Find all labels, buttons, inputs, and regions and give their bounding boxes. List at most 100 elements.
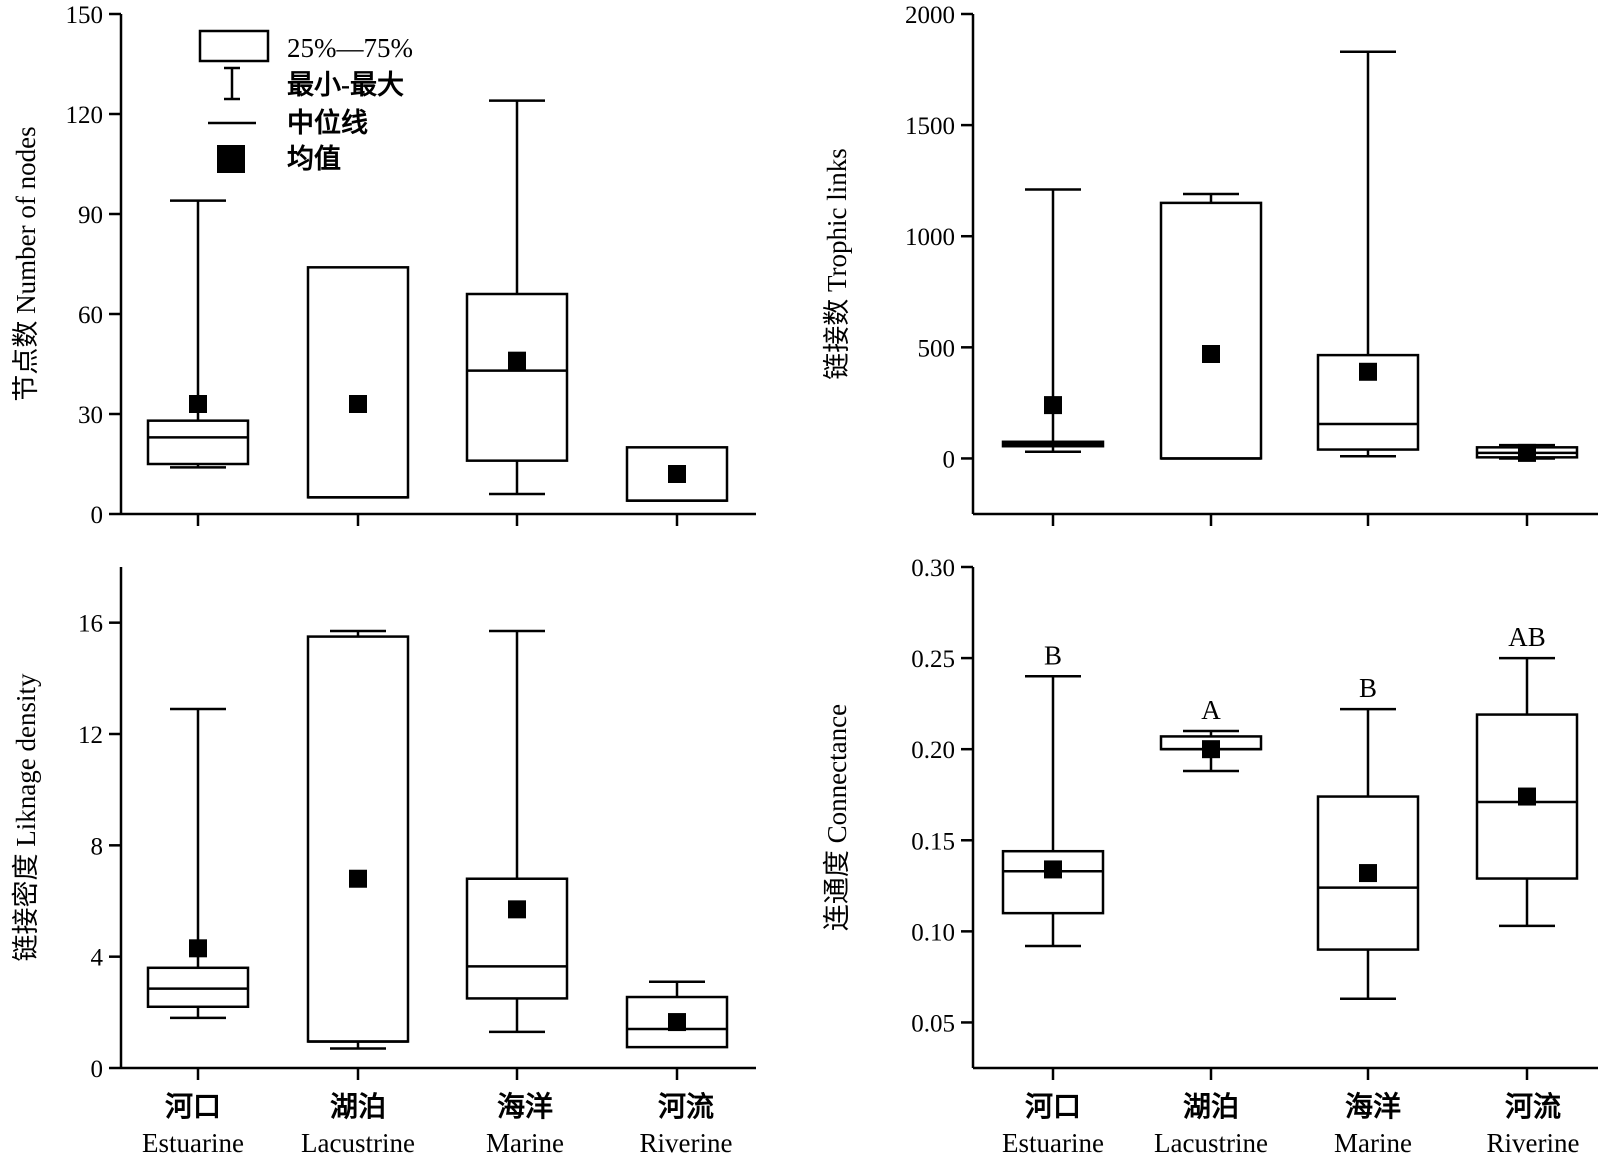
y-tick-label: 4	[91, 945, 104, 972]
box-3	[1316, 50, 1420, 458]
category-cn-label: 海洋	[497, 1090, 553, 1123]
category-cn-label: 湖泊	[1183, 1091, 1239, 1123]
y-tick-label: 150	[66, 2, 104, 29]
category-en-label: Lacustrine	[301, 1128, 415, 1154]
iqr-box	[146, 419, 250, 466]
mean-marker	[189, 395, 207, 413]
significance-label: B	[1044, 640, 1062, 670]
category-cn-label: 河流	[658, 1091, 714, 1123]
chart-panel-bottom-right: 0.05 0.10 0.15 0.20 0.25 0.30 连通度 Connectance B…	[822, 555, 1598, 1080]
box-1	[146, 707, 250, 1020]
mean-marker	[349, 869, 367, 888]
mean-marker	[1202, 345, 1220, 363]
mean-marker	[189, 939, 207, 958]
mean-marker	[1518, 443, 1536, 462]
chart-panel-top-right: 0 500 1000 1500 2000 链接数 Trophic links	[822, 2, 1598, 526]
y-tick-label: 0.15	[911, 828, 955, 855]
y-tick-label: 16	[78, 611, 103, 638]
y-tick-label: 0.05	[911, 1010, 955, 1037]
iqr-box	[146, 966, 250, 1009]
mean-marker	[508, 900, 526, 919]
y-tick-label: 90	[78, 202, 103, 229]
chart-panel-top-left: 0 30 60 90 120 150 节点数 Number of nodes	[11, 2, 756, 529]
significance-label: B	[1359, 673, 1377, 703]
mean-marker	[1518, 787, 1536, 806]
box-1	[1001, 188, 1105, 454]
x-axis-categories-left: 河口 Estuarine 湖泊 Lacustrine 海洋 Marine 河流 …	[142, 1090, 732, 1154]
box-3	[465, 629, 569, 1034]
box-3: B	[1316, 673, 1420, 1001]
legend: 25%—75% 最小-最大 中位线 均值	[198, 29, 413, 174]
category-cn-label: 河流	[1505, 1091, 1561, 1123]
legend-box-label: 25%—75%	[287, 33, 413, 63]
category-en-label: Marine	[486, 1128, 564, 1154]
mean-marker	[668, 1013, 686, 1032]
legend-whisker-label: 最小-最大	[287, 70, 404, 100]
box-4	[1475, 443, 1579, 462]
mean-marker	[1044, 860, 1062, 879]
y-axis-label: 链接数 Trophic links	[822, 148, 852, 380]
category-cn-label: 海洋	[1345, 1090, 1401, 1123]
y-tick-label: 60	[78, 302, 103, 329]
significance-label: AB	[1508, 622, 1546, 652]
iqr-box	[1316, 353, 1420, 451]
y-tick-label: 1000	[905, 224, 955, 251]
legend-median-label: 中位线	[287, 107, 368, 138]
y-axis-label: 连通度 Connectance	[822, 704, 852, 931]
y-tick-label: 12	[78, 722, 103, 749]
x-axis-categories-right: 河口 Estuarine 湖泊 Lacustrine 海洋 Marine 河流 …	[1002, 1090, 1579, 1154]
category-cn-label: 河口	[1025, 1091, 1081, 1123]
iqr-box	[465, 877, 569, 1000]
iqr-box	[1001, 849, 1105, 915]
category-en-label: Estuarine	[142, 1128, 244, 1154]
category-en-label: Riverine	[640, 1128, 733, 1154]
category-en-label: Estuarine	[1002, 1128, 1104, 1154]
y-tick-label: 0.30	[911, 555, 955, 582]
y-tick-label: 0	[943, 446, 956, 473]
mean-marker	[508, 351, 526, 370]
box-1	[146, 199, 250, 469]
y-tick-label: 30	[78, 402, 103, 429]
y-axis-label: 链接密度 Liknage density	[11, 673, 41, 961]
box-1: B	[1001, 640, 1105, 948]
mean-marker	[1359, 864, 1377, 883]
box-3	[465, 99, 569, 496]
box-2	[306, 266, 410, 499]
category-cn-label: 河口	[165, 1091, 221, 1123]
legend-whisker-swatch	[224, 66, 240, 101]
iqr-box	[1475, 713, 1579, 880]
box-2: A	[1159, 695, 1263, 773]
y-tick-label: 1500	[905, 113, 955, 140]
category-en-label: Riverine	[1487, 1128, 1580, 1154]
box-4	[625, 980, 729, 1049]
mean-marker	[1202, 740, 1220, 759]
y-tick-label: 0.10	[911, 919, 955, 946]
box-2	[306, 629, 410, 1050]
box-2	[1159, 192, 1263, 460]
mean-marker	[1359, 362, 1377, 381]
category-en-label: Marine	[1334, 1128, 1412, 1154]
iqr-box	[306, 635, 410, 1043]
significance-label: A	[1201, 695, 1221, 725]
y-tick-label: 500	[918, 335, 956, 362]
iqr-box	[1316, 795, 1420, 951]
category-cn-label: 湖泊	[330, 1091, 386, 1123]
category-en-label: Lacustrine	[1154, 1128, 1268, 1154]
box-4: AB	[1475, 622, 1579, 928]
y-tick-label: 0	[91, 502, 104, 529]
y-tick-label: 0.20	[911, 737, 955, 764]
y-axis-label: 节点数 Number of nodes	[11, 126, 41, 401]
iqr-box	[306, 266, 410, 499]
mean-marker	[1044, 396, 1062, 415]
legend-box-swatch	[198, 29, 270, 63]
mean-marker	[349, 395, 367, 413]
y-tick-label: 0	[91, 1056, 104, 1083]
iqr-box	[1159, 201, 1263, 460]
y-tick-label: 120	[66, 102, 104, 129]
y-tick-label: 8	[91, 833, 104, 860]
iqr-box	[465, 292, 569, 462]
box-4	[625, 446, 729, 502]
iqr-box	[625, 995, 729, 1049]
